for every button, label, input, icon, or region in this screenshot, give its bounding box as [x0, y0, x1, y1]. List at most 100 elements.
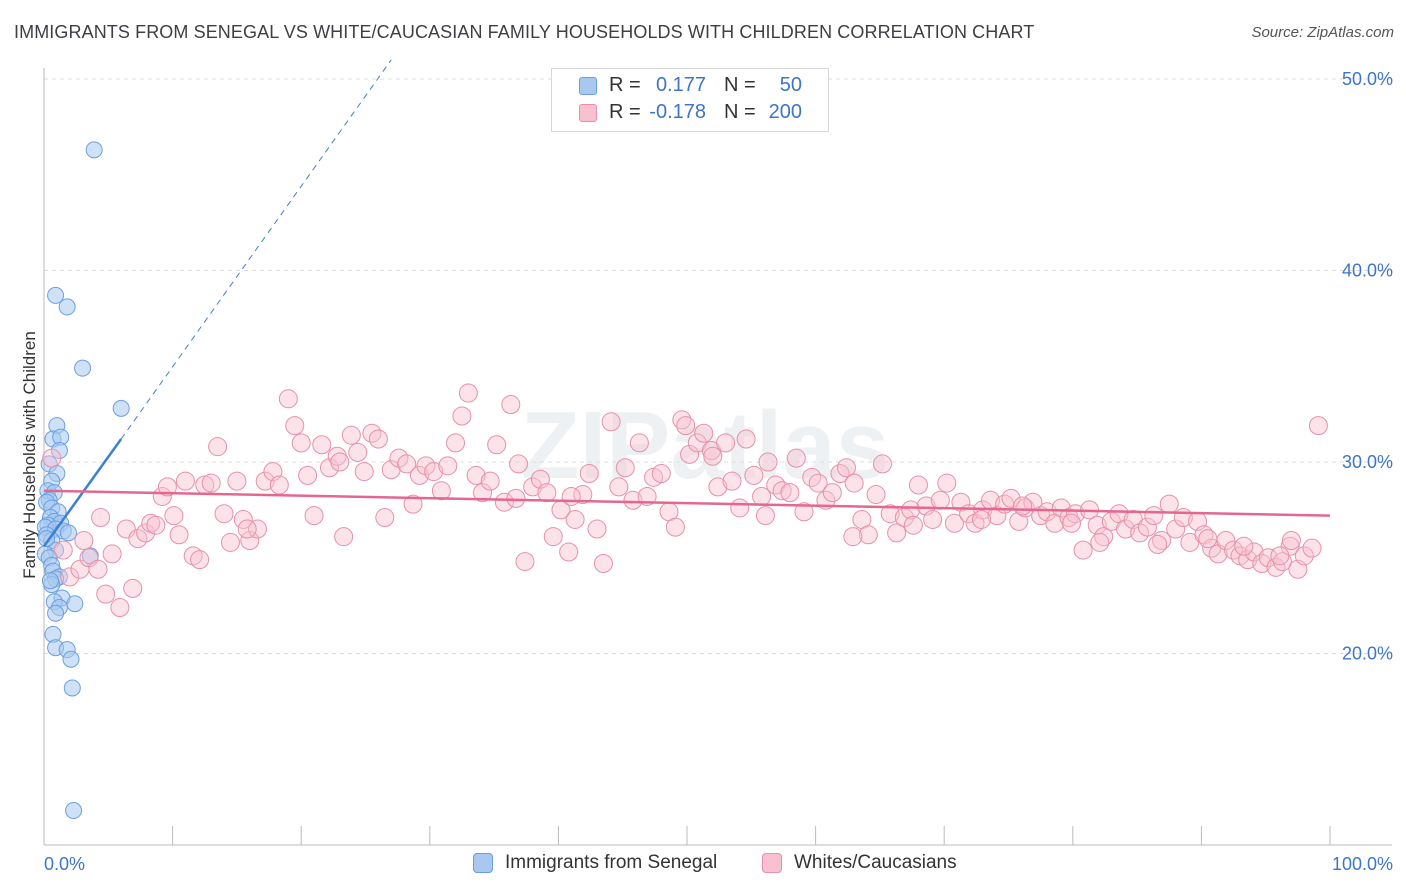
data-point-whites	[1159, 494, 1179, 514]
data-point-whites	[758, 452, 778, 472]
data-point-whites	[60, 567, 80, 587]
data-point-whites	[515, 552, 535, 572]
data-point-whites	[509, 454, 529, 474]
data-point-whites	[587, 519, 607, 539]
senegal-legend-swatch	[473, 853, 493, 873]
data-point-whites	[615, 458, 635, 478]
trend-line-senegal-extended	[120, 59, 392, 440]
data-point-whites	[755, 506, 775, 526]
data-point-senegal	[41, 572, 59, 590]
data-point-whites	[157, 477, 177, 497]
data-point-whites	[285, 416, 305, 436]
data-point-whites	[703, 446, 723, 466]
data-point-whites	[744, 465, 764, 485]
data-point-whites	[1244, 542, 1264, 562]
data-point-whites	[887, 523, 907, 543]
data-point-whites	[102, 544, 122, 564]
watermark: ZIPatlas	[521, 392, 889, 499]
data-point-whites	[298, 465, 318, 485]
data-point-whites	[730, 498, 750, 518]
data-point-whites	[416, 456, 436, 476]
data-point-whites	[665, 517, 685, 537]
data-point-whites	[1090, 532, 1110, 552]
axes	[43, 68, 1392, 846]
x-tick-label: 0.0%	[44, 854, 85, 874]
x-tick-label: 100.0%	[1332, 854, 1393, 874]
data-point-whites	[772, 481, 792, 501]
data-point-whites	[74, 531, 94, 551]
data-point-whites	[501, 395, 521, 415]
data-point-whites	[146, 515, 166, 535]
data-point-whites	[446, 433, 466, 453]
data-point-whites	[175, 471, 195, 491]
data-point-whites	[494, 492, 514, 512]
data-point-whites	[808, 473, 828, 493]
data-point-whites	[341, 425, 361, 445]
data-point-whites	[1281, 531, 1301, 551]
data-point-whites	[1001, 488, 1021, 508]
data-point-whites	[291, 433, 311, 453]
y-tick-label: 30.0%	[1342, 452, 1393, 472]
data-point-whites	[389, 448, 409, 468]
data-point-whites	[480, 471, 500, 491]
data-point-whites	[255, 471, 275, 491]
n-label: N =	[724, 74, 756, 96]
data-point-whites	[1065, 504, 1085, 524]
data-point-whites	[233, 509, 253, 529]
data-point-whites	[1015, 498, 1035, 518]
data-point-whites	[880, 504, 900, 524]
data-point-senegal	[47, 286, 65, 304]
data-point-whites	[951, 492, 971, 512]
data-point-whites	[1270, 546, 1290, 566]
y-tick-labels: 20.0% 30.0% 40.0% 50.0%	[1342, 69, 1393, 664]
data-point-whites	[559, 542, 579, 562]
data-point-whites	[319, 458, 339, 478]
stat-row-whites: R = -0.178 N = 200	[552, 101, 828, 127]
data-point-whites	[334, 527, 354, 547]
senegal-swatch	[579, 77, 597, 95]
source-credit: Source: ZipAtlas.com	[1251, 24, 1394, 41]
data-point-whites	[971, 509, 991, 529]
data-point-whites	[1051, 498, 1071, 518]
data-point-whites	[458, 383, 478, 403]
data-point-whites	[543, 527, 563, 547]
series-senegal	[36, 141, 130, 820]
data-point-whites	[923, 509, 943, 529]
data-point-senegal	[47, 604, 65, 622]
data-point-whites	[110, 598, 130, 618]
data-point-whites	[930, 490, 950, 510]
data-point-whites	[506, 488, 526, 508]
data-point-whites	[858, 525, 878, 545]
data-point-whites	[601, 412, 621, 432]
data-point-whites	[1013, 496, 1033, 516]
data-point-whites	[330, 452, 350, 472]
data-point-whites	[866, 485, 886, 505]
data-point-whites	[208, 437, 228, 457]
data-point-senegal	[65, 802, 83, 820]
data-point-whites	[786, 448, 806, 468]
data-point-whites	[736, 429, 756, 449]
n-value: 50	[779, 74, 802, 96]
y-tick-label: 50.0%	[1342, 69, 1393, 89]
data-point-whites	[872, 454, 892, 474]
whites-swatch	[579, 104, 597, 122]
data-point-whites	[843, 527, 863, 547]
data-point-whites	[1166, 519, 1186, 539]
data-point-whites	[836, 458, 856, 478]
data-point-whites	[716, 433, 736, 453]
data-point-whites	[651, 463, 671, 483]
data-point-whites	[220, 532, 240, 552]
data-point-whites	[822, 483, 842, 503]
data-point-whites	[794, 502, 814, 522]
data-point-whites	[708, 477, 728, 497]
data-point-whites	[424, 462, 444, 482]
data-point-whites	[452, 406, 472, 426]
y-tick-label: 20.0%	[1342, 644, 1393, 664]
data-point-whites	[1258, 548, 1278, 568]
trend-lines	[42, 59, 1331, 547]
y-tick-label: 40.0%	[1342, 261, 1393, 281]
data-point-whites	[1302, 538, 1322, 558]
data-point-whites	[908, 475, 928, 495]
data-point-whites	[629, 433, 649, 453]
r-value: -0.178	[649, 101, 706, 123]
